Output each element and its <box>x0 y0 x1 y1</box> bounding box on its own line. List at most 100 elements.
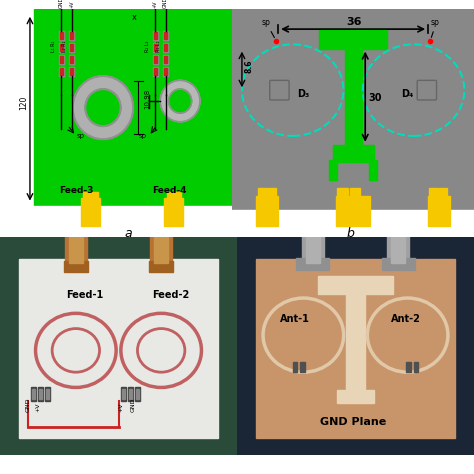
Bar <box>333 145 374 162</box>
Bar <box>346 294 365 394</box>
Text: D₄: D₄ <box>401 89 414 99</box>
Bar <box>70 32 73 39</box>
Text: 30: 30 <box>369 93 383 103</box>
Text: sp: sp <box>77 133 85 139</box>
Bar <box>413 362 419 372</box>
Text: GND Plane: GND Plane <box>320 417 386 427</box>
Bar <box>31 389 35 399</box>
Bar <box>153 67 157 76</box>
Bar <box>318 276 393 294</box>
Bar <box>59 55 64 64</box>
Text: R₂ L₂: R₂ L₂ <box>146 41 150 52</box>
Bar <box>59 67 64 76</box>
Bar <box>164 68 167 75</box>
Bar <box>336 196 370 227</box>
Bar <box>70 68 73 75</box>
Bar <box>69 67 74 76</box>
Bar <box>163 43 168 53</box>
Bar <box>70 45 73 51</box>
Circle shape <box>169 89 191 113</box>
Bar <box>163 67 168 76</box>
Bar <box>164 32 167 39</box>
Bar <box>154 224 168 263</box>
Bar <box>69 43 74 53</box>
Bar <box>69 55 74 64</box>
Bar <box>164 56 167 63</box>
Text: +V: +V <box>118 403 124 412</box>
Bar <box>60 56 63 63</box>
Bar <box>24 206 232 228</box>
Text: 8.6: 8.6 <box>245 59 253 73</box>
Text: +V: +V <box>36 403 41 412</box>
Bar <box>31 387 36 401</box>
Bar <box>302 224 323 263</box>
Bar <box>154 56 156 63</box>
Text: Feed-2: Feed-2 <box>152 290 189 300</box>
Bar <box>429 188 438 198</box>
Bar <box>407 362 411 372</box>
Text: GND: GND <box>59 0 64 9</box>
Bar <box>256 259 455 438</box>
Circle shape <box>73 76 133 139</box>
Text: sp: sp <box>261 18 270 27</box>
Text: +V: +V <box>153 1 157 9</box>
Bar <box>349 188 360 198</box>
Bar <box>128 387 133 401</box>
Bar <box>60 68 63 75</box>
Bar <box>65 224 86 263</box>
Bar <box>60 32 63 39</box>
Bar <box>69 31 74 40</box>
Bar <box>70 56 73 63</box>
Bar <box>81 198 100 227</box>
Text: Ant-1: Ant-1 <box>280 314 310 324</box>
Bar <box>166 191 181 200</box>
Bar <box>59 31 64 40</box>
Bar <box>121 389 125 399</box>
Bar <box>83 191 98 200</box>
Bar <box>38 387 43 401</box>
Text: +V: +V <box>69 1 74 9</box>
Bar <box>319 29 387 49</box>
Text: Feed-1: Feed-1 <box>66 290 104 300</box>
Text: Feed-3: Feed-3 <box>59 186 93 195</box>
Bar <box>258 188 266 198</box>
Text: L₂ R₂: L₂ R₂ <box>62 41 67 52</box>
Text: GND: GND <box>163 0 168 9</box>
Bar <box>19 259 218 438</box>
Bar <box>153 43 157 53</box>
Bar <box>164 45 167 51</box>
Bar <box>45 387 50 401</box>
Bar <box>60 45 63 51</box>
Bar <box>151 224 172 263</box>
Bar <box>64 261 88 272</box>
Bar <box>121 387 126 401</box>
Bar <box>428 196 450 227</box>
Bar <box>256 196 278 227</box>
Bar <box>163 55 168 64</box>
Text: GND: GND <box>26 398 31 412</box>
Text: Feed-4: Feed-4 <box>153 186 187 195</box>
Bar <box>149 261 173 272</box>
Bar <box>163 31 168 40</box>
Text: sp: sp <box>430 18 439 27</box>
Circle shape <box>160 81 200 122</box>
Bar <box>267 188 276 198</box>
Bar <box>300 362 304 372</box>
Bar <box>387 224 409 263</box>
Bar <box>153 55 157 64</box>
Bar <box>382 258 415 270</box>
Text: b: b <box>347 227 355 240</box>
Bar <box>337 390 374 403</box>
Bar <box>164 198 183 227</box>
Bar <box>135 387 140 401</box>
Bar <box>136 389 139 399</box>
Bar <box>369 160 377 180</box>
Text: 36: 36 <box>346 17 361 27</box>
Text: a: a <box>124 227 132 240</box>
Bar <box>39 389 42 399</box>
Bar <box>439 188 447 198</box>
Text: 10.98: 10.98 <box>145 88 151 109</box>
Bar <box>59 43 64 53</box>
Text: x: x <box>132 13 137 22</box>
Text: Ant-2: Ant-2 <box>391 314 421 324</box>
